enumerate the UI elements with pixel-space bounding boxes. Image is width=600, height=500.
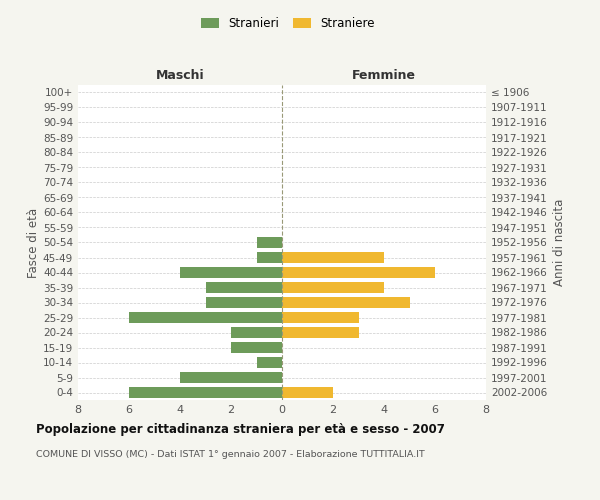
Legend: Stranieri, Straniere: Stranieri, Straniere	[197, 14, 379, 34]
Text: Popolazione per cittadinanza straniera per età e sesso - 2007: Popolazione per cittadinanza straniera p…	[36, 422, 445, 436]
Bar	[257, 237, 282, 248]
Bar	[282, 297, 410, 308]
Bar	[282, 252, 384, 263]
Bar	[231, 327, 282, 338]
Text: Femmine: Femmine	[352, 69, 416, 82]
Bar	[129, 312, 282, 323]
Bar	[282, 327, 359, 338]
Bar	[206, 297, 282, 308]
Bar	[206, 282, 282, 293]
Y-axis label: Anni di nascita: Anni di nascita	[553, 199, 566, 286]
Text: Maschi: Maschi	[155, 69, 205, 82]
Bar	[282, 267, 435, 278]
Bar	[257, 357, 282, 368]
Bar	[180, 372, 282, 383]
Text: COMUNE DI VISSO (MC) - Dati ISTAT 1° gennaio 2007 - Elaborazione TUTTITALIA.IT: COMUNE DI VISSO (MC) - Dati ISTAT 1° gen…	[36, 450, 425, 459]
Bar	[257, 252, 282, 263]
Bar	[282, 387, 333, 398]
Bar	[282, 312, 359, 323]
Bar	[282, 282, 384, 293]
Bar	[231, 342, 282, 353]
Y-axis label: Fasce di età: Fasce di età	[27, 208, 40, 278]
Bar	[180, 267, 282, 278]
Bar	[129, 387, 282, 398]
